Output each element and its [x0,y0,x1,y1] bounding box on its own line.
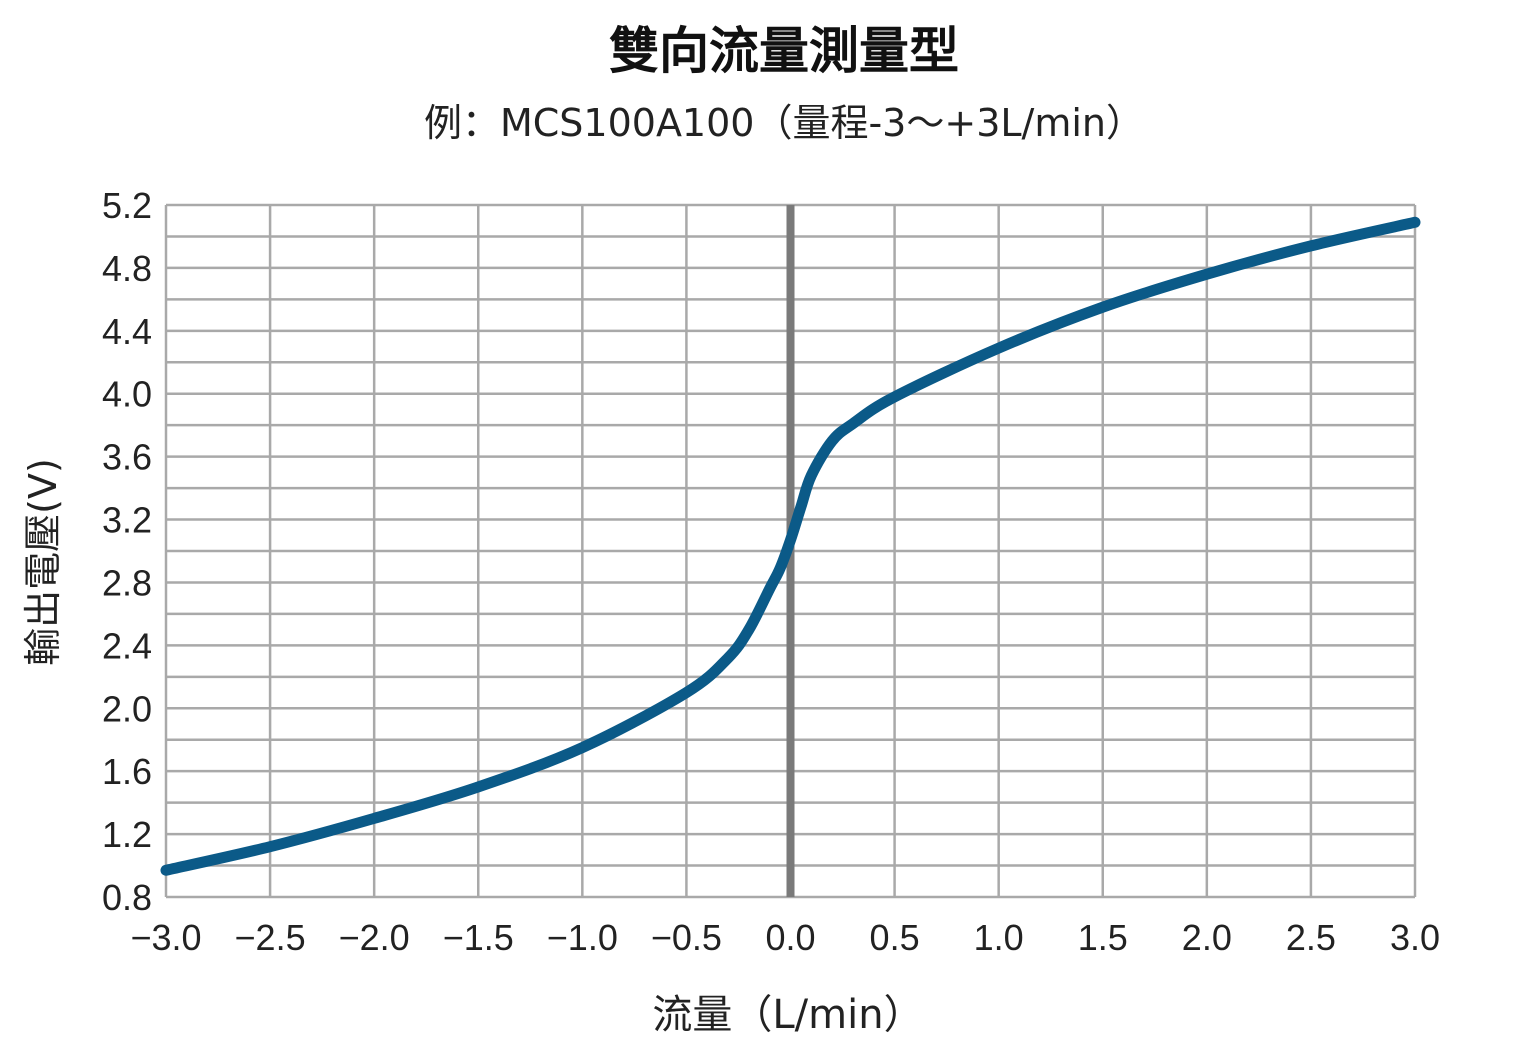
x-tick-label: 1.0 [974,917,1024,958]
x-tick-label: 3.0 [1390,917,1440,958]
y-tick-label: 2.0 [102,688,152,729]
x-tick-label: 1.5 [1078,917,1128,958]
x-tick-label: 0.0 [765,917,815,958]
chart-subtitle: 例：MCS100A100（量程-3～+3L/min） [424,101,1144,145]
x-tick-label: −3.0 [130,917,201,958]
y-tick-label: 3.6 [102,437,152,478]
x-tick-label: 2.0 [1182,917,1232,958]
y-tick-label: 3.2 [102,500,152,541]
y-axis-ticks: 0.8 1.2 1.6 2.0 2.4 2.8 3.2 3.6 4.0 4.4 4.8 5.2 [102,185,152,918]
y-tick-label: 4.0 [102,374,152,415]
y-tick-label: 4.8 [102,248,152,289]
x-axis-ticks: −3.0 −2.5 −2.0 −1.5 −1.0 −0.5 0.0 0.5 1.0 1.5 2.0 2… [130,917,1440,958]
y-tick-label: 2.4 [102,625,152,666]
series-line [160,216,1421,876]
x-tick-label: −1.5 [443,917,514,958]
y-tick-label: 4.4 [102,311,152,352]
chart-title: 雙向流量測量型 [609,22,959,80]
x-tick-label: 2.5 [1286,917,1336,958]
x-tick-label: −1.0 [547,917,618,958]
x-tick-label: −2.0 [339,917,410,958]
y-tick-label: 1.2 [102,814,152,855]
x-tick-label: 0.5 [870,917,920,958]
x-axis-label: 流量（L/min） [652,992,923,1038]
y-tick-label: 1.6 [102,751,152,792]
y-axis-label: 輸出電壓(V) [21,458,65,666]
y-tick-label: 5.2 [102,185,152,226]
x-tick-label: −0.5 [651,917,722,958]
series-layer [160,216,1421,876]
y-tick-label: 2.8 [102,562,152,603]
x-tick-label: −2.5 [235,917,306,958]
y-tick-label: 0.8 [102,877,152,918]
grid [164,203,1417,899]
